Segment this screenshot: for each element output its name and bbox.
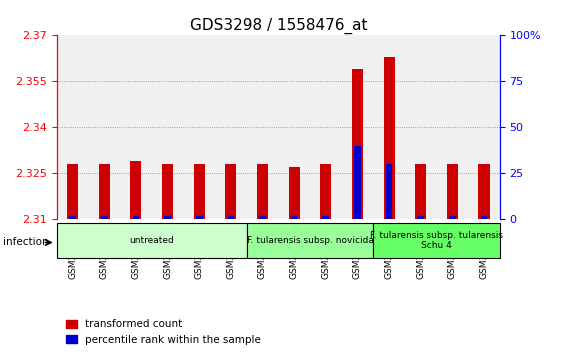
Bar [101, 216, 107, 219]
FancyBboxPatch shape [57, 223, 247, 258]
Bar [259, 216, 266, 219]
Bar [162, 164, 173, 219]
Bar [447, 164, 458, 219]
Bar [354, 146, 361, 219]
FancyBboxPatch shape [373, 223, 500, 258]
Bar [257, 164, 268, 219]
Bar [320, 164, 331, 219]
Bar [417, 216, 424, 219]
Bar [383, 57, 395, 219]
Bar [196, 216, 203, 219]
Bar [194, 164, 204, 219]
Bar [291, 216, 298, 219]
Bar [449, 216, 456, 219]
Text: F. tularensis subsp. tularensis
Schu 4: F. tularensis subsp. tularensis Schu 4 [370, 231, 503, 250]
Title: GDS3298 / 1558476_at: GDS3298 / 1558476_at [190, 18, 367, 34]
Text: untreated: untreated [130, 236, 174, 245]
Bar [67, 164, 78, 219]
Legend: transformed count, percentile rank within the sample: transformed count, percentile rank withi… [62, 315, 265, 349]
Text: infection: infection [3, 238, 48, 247]
Bar [352, 69, 363, 219]
Bar [131, 161, 141, 219]
FancyBboxPatch shape [247, 223, 373, 258]
Bar [225, 164, 236, 219]
Bar [99, 164, 110, 219]
Bar [478, 164, 490, 219]
Bar [228, 216, 234, 219]
Text: F. tularensis subsp. novicida: F. tularensis subsp. novicida [247, 236, 373, 245]
Bar [481, 216, 487, 219]
Bar [132, 216, 139, 219]
Bar [386, 164, 392, 219]
Bar [323, 216, 329, 219]
Bar [289, 167, 300, 219]
Bar [415, 164, 426, 219]
Bar [69, 216, 76, 219]
Bar [164, 216, 171, 219]
